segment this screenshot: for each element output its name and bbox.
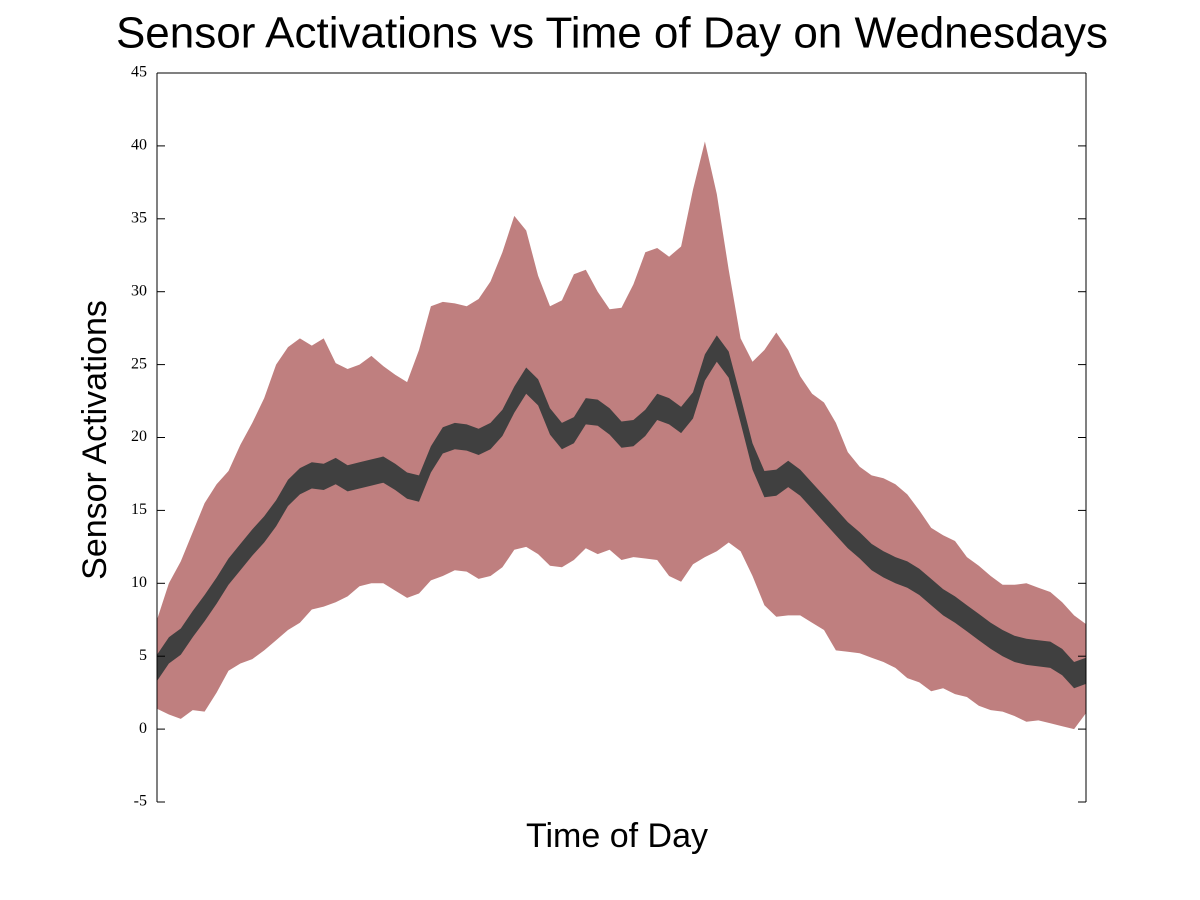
y-tick-label: 30 (131, 282, 147, 299)
y-tick-label: 35 (131, 209, 147, 226)
y-tick-label: -5 (134, 793, 147, 810)
y-tick-label: 25 (131, 355, 147, 372)
bands (157, 141, 1086, 730)
x-axis-label: Time of Day (526, 817, 708, 855)
chart-title: Sensor Activations vs Time of Day on Wed… (116, 9, 1108, 58)
y-tick-label: 20 (131, 428, 147, 445)
y-tick-label: 10 (131, 574, 147, 591)
y-tick-label: 15 (131, 501, 147, 518)
y-tick-label: 45 (131, 64, 147, 81)
y-axis-label: Sensor Activations (76, 300, 114, 580)
y-tick-label: 5 (139, 647, 147, 664)
y-tick-label: 40 (131, 137, 147, 154)
y-tick-label: 0 (139, 720, 147, 737)
